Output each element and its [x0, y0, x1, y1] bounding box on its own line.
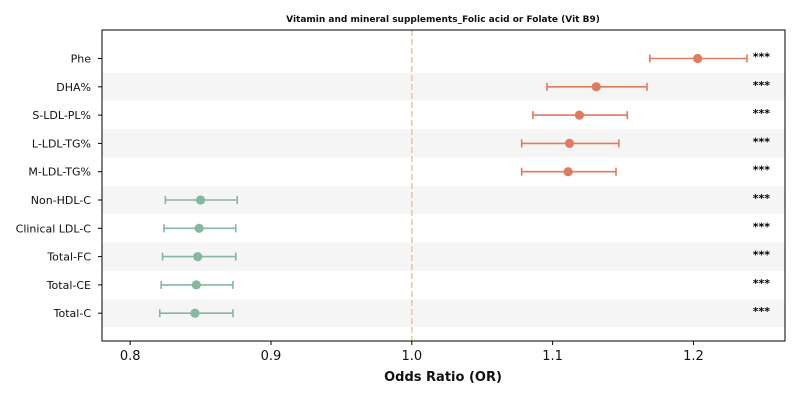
y-tick-label: Total-C	[53, 307, 92, 320]
x-tick-label: 1.1	[542, 349, 563, 364]
y-tick-layer: Phe DHA% S-LDL-PL% L-LDL-TG% M-LDL-TG% Non-HD…	[16, 53, 102, 320]
y-tick-label: Non-HDL-C	[31, 194, 92, 207]
y-tick-label: L-LDL-TG%	[32, 137, 91, 150]
significance-label: ***	[753, 249, 771, 262]
row-mark	[520, 138, 620, 148]
significance-label: ***	[753, 107, 771, 120]
row-mark	[158, 308, 234, 318]
or-point	[191, 280, 201, 290]
x-tick-label: 0.8	[120, 349, 141, 364]
x-tick-label: 0.9	[261, 349, 282, 364]
marks-layer: *** *** *** *** *** *** *** *** *** ***	[158, 51, 771, 318]
or-point	[190, 308, 200, 318]
chart-title: Vitamin and mineral supplements_Folic ac…	[286, 15, 600, 25]
row-mark	[164, 195, 238, 205]
or-point	[693, 53, 703, 64]
significance-label: ***	[753, 277, 771, 290]
significance-label: ***	[753, 51, 771, 64]
x-tick-label: 1.2	[683, 349, 704, 364]
y-tick-label: S-LDL-PL%	[32, 109, 91, 122]
row-mark	[163, 223, 237, 233]
significance-label: ***	[753, 164, 771, 177]
significance-label: ***	[753, 192, 771, 205]
row-mark	[161, 252, 237, 262]
significance-label: ***	[753, 135, 771, 148]
y-tick-label: Total-CE	[46, 279, 91, 292]
row-mark	[160, 280, 234, 290]
x-axis-label: Odds Ratio (OR)	[384, 370, 502, 385]
significance-label: ***	[753, 220, 771, 233]
y-tick-label: Total-FC	[46, 251, 91, 264]
or-point	[194, 223, 204, 233]
or-point	[193, 252, 203, 262]
row-shade	[102, 129, 785, 158]
x-tick-label: 1.0	[401, 349, 422, 364]
row-mark	[546, 82, 648, 92]
y-tick-label: Clinical LDL-C	[16, 222, 92, 235]
y-tick-label: M-LDL-TG%	[28, 166, 91, 179]
or-point	[591, 82, 601, 92]
row-mark	[649, 53, 748, 64]
or-point	[195, 195, 206, 205]
row-mark	[520, 167, 617, 177]
row-mark	[532, 110, 629, 120]
or-point	[563, 167, 573, 177]
y-tick-label: Phe	[71, 53, 92, 66]
or-point	[564, 138, 575, 148]
significance-label: ***	[753, 79, 771, 92]
row-shade	[102, 72, 785, 101]
plot-frame	[101, 29, 786, 342]
significance-label: ***	[753, 305, 771, 318]
or-point	[574, 110, 584, 120]
y-tick-label: DHA%	[56, 81, 91, 94]
x-tick-layer: 0.8 0.9 1.0 1.1 1.2	[120, 341, 704, 364]
